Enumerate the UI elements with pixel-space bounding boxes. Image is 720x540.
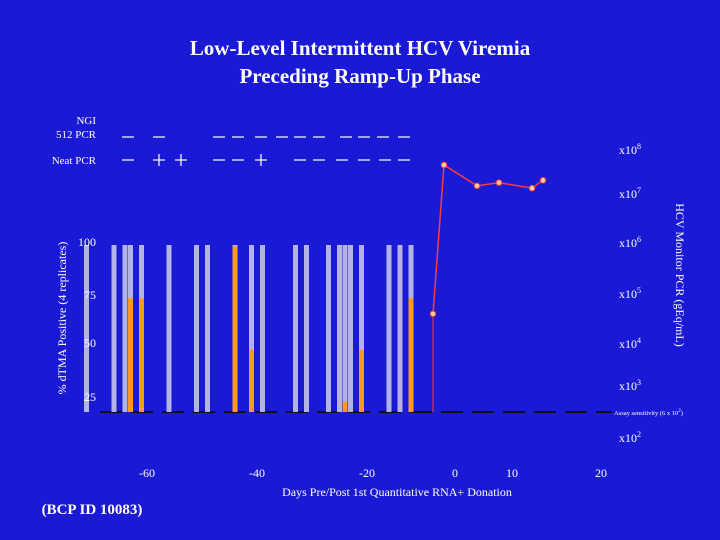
x-tick-label: -20 — [359, 466, 375, 480]
neat-positive-mark — [255, 154, 267, 166]
dtma-bar-cap — [249, 348, 254, 350]
right-tick-label: x103 — [619, 378, 641, 393]
pcr-data-point — [440, 161, 448, 169]
dtma-bar-cap — [232, 245, 238, 247]
x-tick-label: -60 — [139, 466, 155, 480]
y-axis-right-title: HCV Monitor PCR (gEq/mL) — [673, 203, 687, 346]
dtma-negative-bar — [166, 245, 172, 412]
dtma-negative-bar — [359, 245, 364, 412]
neat-positive-mark — [175, 154, 187, 166]
dtma-negative-bar — [397, 245, 403, 412]
y-axis-left-title: % dTMA Positive (4 replicates) — [55, 242, 69, 395]
neat-positive-mark — [153, 154, 165, 166]
ngi-row-label-2: 512 PCR — [56, 129, 97, 141]
pcr-series-line — [432, 163, 544, 314]
pcr-result-marks — [122, 136, 410, 166]
right-tick-label: x104 — [619, 336, 641, 351]
x-tick-label: 20 — [595, 466, 607, 480]
dtma-bars — [84, 245, 414, 412]
pcr-data-point — [539, 177, 547, 184]
pcr-line — [429, 161, 547, 412]
right-tick-label: x105 — [619, 286, 641, 301]
dtma-negative-bar — [84, 245, 89, 412]
dtma-positive-bar — [342, 400, 348, 412]
neat-row-label: Neat PCR — [52, 155, 97, 167]
dtma-positive-bar — [359, 348, 364, 412]
dtma-negative-bar — [249, 245, 254, 412]
x-tick-label: 10 — [506, 466, 518, 480]
dtma-positive-bar — [128, 296, 133, 412]
dtma-negative-bar — [386, 245, 392, 412]
dtma-bar-cap — [359, 348, 364, 350]
dtma-bar-cap — [139, 296, 144, 299]
sensitivity-label: Assay sensitivity (6 x 102) — [614, 409, 683, 417]
dtma-positive-bar — [408, 296, 414, 412]
chart-title-line1: Low-Level Intermittent HCV Viremia — [189, 36, 531, 60]
dtma-negative-bar — [260, 245, 265, 412]
left-tick-label: 75 — [84, 288, 96, 302]
left-tick-label: 100 — [78, 235, 96, 249]
right-tick-label: x107 — [619, 186, 641, 201]
pcr-data-point — [528, 184, 536, 192]
dtma-bar-cap — [342, 400, 348, 402]
dtma-negative-bar — [342, 245, 348, 412]
x-tick-label: 0 — [452, 466, 458, 480]
pcr-data-point — [429, 310, 437, 318]
right-tick-label: x106 — [619, 235, 641, 250]
left-tick-label: 25 — [84, 390, 96, 404]
dtma-positive-bar — [232, 245, 238, 412]
pcr-data-point — [495, 179, 503, 186]
chart-title-line2: Preceding Ramp-Up Phase — [239, 64, 481, 88]
x-tick-label: -40 — [249, 466, 265, 480]
dtma-positive-bar — [139, 296, 144, 412]
right-tick-label: x108 — [619, 142, 641, 157]
dtma-negative-bar — [326, 245, 331, 412]
dtma-negative-bar — [337, 245, 342, 412]
x-axis-title: Days Pre/Post 1st Quantitative RNA+ Dona… — [282, 485, 512, 499]
dtma-negative-bar — [111, 245, 117, 412]
donor-id-label: (BCP ID 10083) — [42, 502, 143, 518]
ngi-row-label-1: NGI — [76, 115, 96, 127]
dtma-positive-bar — [249, 348, 254, 412]
dtma-negative-bar — [348, 245, 353, 412]
dtma-negative-bar — [122, 245, 128, 412]
dtma-negative-bar — [205, 245, 210, 412]
dtma-bar-cap — [128, 296, 133, 299]
dtma-bar-cap — [408, 296, 414, 299]
pcr-data-point — [473, 182, 481, 190]
right-tick-label: x102 — [619, 430, 641, 445]
left-tick-label: 50 — [84, 336, 96, 350]
dtma-negative-bar — [194, 245, 199, 412]
dtma-negative-bar — [304, 245, 309, 412]
dtma-negative-bar — [293, 245, 298, 412]
